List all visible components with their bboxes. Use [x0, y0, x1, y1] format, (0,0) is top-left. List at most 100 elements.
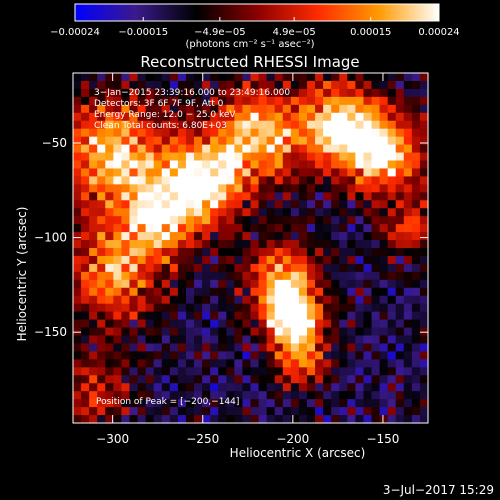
heatmap-cell: [387, 136, 397, 146]
heatmap-cell: [298, 248, 308, 257]
heatmap-cell: [282, 391, 292, 400]
heatmap-cell: [250, 176, 260, 185]
heatmap-cell: [250, 407, 260, 416]
heatmap-cell: [266, 279, 276, 289]
heatmap-cell: [419, 271, 429, 281]
heatmap-cell: [250, 303, 260, 313]
heatmap-cell: [177, 216, 187, 225]
heatmap-cell: [258, 128, 268, 138]
heatmap-cell: [419, 104, 429, 114]
heatmap-cell: [226, 359, 235, 368]
heatmap-cell: [290, 335, 300, 345]
heatmap-cell: [331, 88, 340, 98]
heatmap-cell: [153, 391, 163, 400]
heatmap-cell: [169, 351, 179, 360]
heatmap-cell: [411, 255, 421, 265]
heatmap-cell: [419, 73, 429, 82]
heatmap-cell: [105, 152, 114, 162]
x-tick-label: −250: [186, 432, 219, 446]
heatmap-cell: [387, 200, 397, 209]
heatmap-cell: [419, 399, 429, 408]
heatmap-cell: [194, 271, 203, 281]
heatmap-cell: [105, 319, 114, 329]
heatmap-cell: [226, 391, 235, 400]
heatmap-cell: [185, 216, 195, 225]
heatmap-cell: [169, 263, 179, 273]
heatmap-cell: [153, 367, 163, 376]
heatmap-cell: [250, 279, 260, 289]
heatmap-cell: [403, 104, 413, 114]
heatmap-cell: [347, 200, 356, 209]
heatmap-cell: [218, 407, 227, 416]
heatmap-cell: [129, 327, 139, 337]
heatmap-cell: [298, 232, 308, 241]
heatmap-cell: [137, 144, 147, 154]
heatmap-cell: [258, 375, 268, 384]
heatmap-cell: [290, 287, 300, 297]
heatmap-cell: [387, 407, 397, 416]
heatmap-cell: [169, 295, 179, 305]
heatmap-cell: [363, 391, 373, 400]
heatmap-cell: [185, 73, 195, 82]
heatmap-cell: [323, 80, 332, 90]
heatmap-cell: [242, 295, 252, 305]
heatmap-cell: [250, 128, 260, 138]
heatmap-cell: [250, 375, 260, 384]
heatmap-cell: [202, 319, 211, 329]
heatmap-cell: [274, 263, 284, 273]
heatmap-cell: [81, 88, 90, 98]
heatmap-cell: [250, 295, 260, 305]
heatmap-cell: [218, 168, 227, 177]
heatmap-cell: [185, 295, 195, 305]
heatmap-cell: [403, 224, 413, 233]
heatmap-cell: [347, 136, 356, 146]
heatmap-cell: [226, 208, 235, 217]
heatmap-cell: [419, 335, 429, 345]
heatmap-cell: [194, 144, 203, 154]
heatmap-cell: [129, 216, 139, 225]
heatmap-cell: [363, 383, 373, 392]
heatmap-cell: [226, 343, 235, 352]
heatmap-cell: [363, 351, 373, 360]
heatmap-cell: [403, 168, 413, 177]
heatmap-cell: [347, 104, 356, 114]
heatmap-cell: [73, 152, 82, 162]
heatmap-cell: [89, 311, 98, 321]
heatmap-cell: [331, 176, 340, 185]
heatmap-cell: [419, 391, 429, 400]
heatmap-cell: [355, 383, 365, 392]
heatmap-cell: [387, 208, 397, 217]
heatmap-cell: [258, 343, 268, 352]
heatmap-cell: [395, 168, 405, 177]
heatmap-cell: [121, 311, 131, 321]
heatmap-cell: [306, 319, 316, 329]
heatmap-cell: [331, 144, 340, 154]
heatmap-cell: [194, 192, 203, 201]
heatmap-cell: [323, 367, 332, 376]
heatmap-cell: [73, 407, 82, 416]
heatmap-cell: [169, 311, 179, 321]
heatmap-cell: [105, 343, 114, 352]
heatmap-cell: [145, 263, 155, 273]
heatmap-cell: [153, 248, 163, 257]
heatmap-cell: [129, 96, 139, 106]
heatmap-cell: [323, 73, 332, 82]
heatmap-cell: [379, 208, 389, 217]
heatmap-cell: [306, 248, 316, 257]
heatmap-cell: [81, 359, 90, 368]
heatmap-cell: [137, 255, 147, 265]
heatmap-cell: [105, 295, 114, 305]
heatmap-cell: [355, 128, 365, 138]
heatmap-cell: [323, 391, 332, 400]
heatmap-cell: [242, 192, 252, 201]
heatmap-cell: [258, 263, 268, 273]
heatmap-cell: [73, 240, 82, 249]
heatmap-cell: [403, 271, 413, 281]
heatmap-cell: [371, 144, 381, 154]
heatmap-cell: [274, 208, 284, 217]
heatmap-cell: [161, 287, 171, 297]
heatmap-cell: [113, 335, 123, 345]
heatmap-cell: [315, 136, 324, 146]
heatmap-cell: [363, 255, 373, 265]
heatmap-cell: [81, 232, 90, 241]
